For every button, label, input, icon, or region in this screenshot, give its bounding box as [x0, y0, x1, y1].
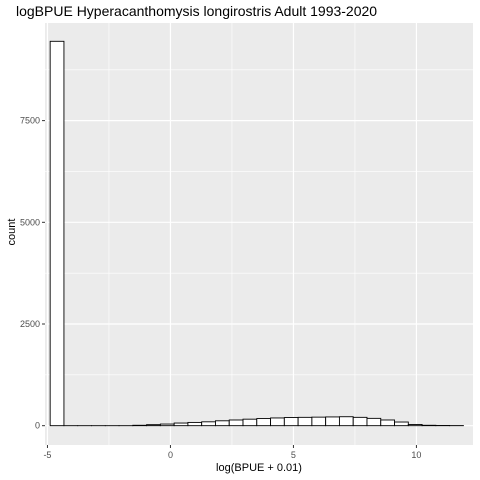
histogram-bar: [366, 417, 382, 427]
histogram-bar: [283, 417, 299, 427]
chart-title: logBPUE Hyperacanthomysis longirostris A…: [16, 3, 378, 19]
histogram-bar: [187, 421, 203, 427]
x-axis-title: log(BPUE + 0.01): [216, 462, 302, 474]
x-tick-label: 5: [291, 450, 296, 460]
histogram-bar: [311, 416, 327, 427]
y-tick-label: 7500: [20, 116, 40, 126]
histogram-bar: [380, 419, 395, 427]
histogram-bar: [270, 417, 285, 427]
histogram-bar: [352, 416, 368, 427]
histogram-bar: [242, 418, 258, 427]
histogram-bar: [201, 421, 216, 427]
histogram-bar: [407, 424, 423, 427]
histogram-bar: [297, 416, 313, 427]
histogram-bar: [256, 418, 272, 427]
histogram-bar: [146, 424, 161, 427]
histogram-bar: [325, 416, 340, 427]
histogram-bar: [173, 422, 189, 427]
x-tick-label: 10: [411, 450, 421, 460]
y-tick-label: 5000: [20, 217, 40, 227]
histogram-bar: [394, 421, 409, 427]
y-axis-title: count: [6, 218, 18, 246]
histogram-bar: [49, 40, 65, 427]
y-tick-label: 0: [35, 421, 40, 431]
histogram-bar: [159, 423, 175, 427]
x-tick-label: 0: [168, 450, 173, 460]
histogram-bar: [215, 420, 230, 427]
histogram-bar: [228, 419, 244, 427]
histogram-bar: [338, 416, 354, 427]
y-tick-label: 2500: [20, 319, 40, 329]
x-tick-label: -5: [43, 450, 51, 460]
